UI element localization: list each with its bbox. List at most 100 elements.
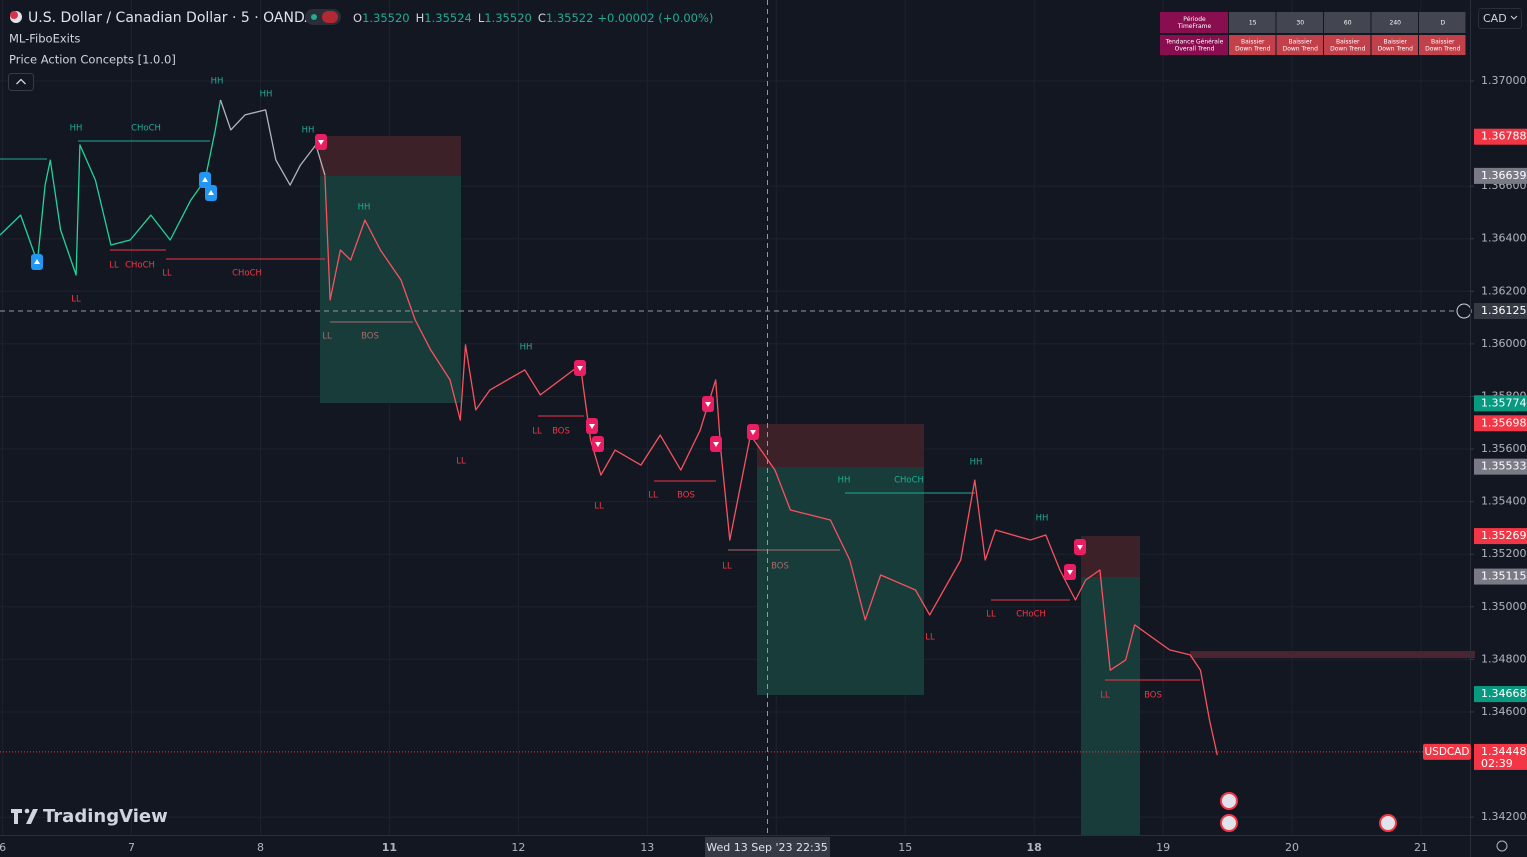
table-cell	[1229, 12, 1276, 33]
price-countdown: 02:39	[1481, 757, 1513, 770]
zone	[1081, 536, 1140, 577]
sell-marker-icon	[750, 430, 756, 435]
table-line: 240	[1390, 19, 1402, 26]
x-tick-label: 13	[640, 841, 654, 854]
structure-label: LL	[722, 562, 732, 572]
price-badge	[1474, 415, 1527, 432]
price-badge	[1474, 303, 1527, 320]
table-cell	[1371, 12, 1418, 33]
table-line: Baissier	[1431, 38, 1455, 45]
currency-button[interactable]	[1478, 8, 1522, 29]
table-text: Baissier Down Trend	[1283, 38, 1319, 52]
ohlc-key: C	[538, 11, 546, 25]
price-badge-label: 1.35698	[1481, 416, 1527, 429]
event-icon[interactable]	[1379, 814, 1397, 832]
y-tick-label: 1.35000	[1481, 600, 1527, 613]
table-text: 30	[1296, 19, 1304, 26]
event-icon[interactable]	[1220, 814, 1238, 832]
ohlc: O1.35520 H1.35524 L1.35520 C1.35522 +0.00002…	[353, 11, 713, 25]
table-cell	[1160, 12, 1228, 33]
structure-label: HH	[358, 203, 371, 213]
collapse-button[interactable]	[8, 73, 34, 91]
price-badge-label: 1.35115	[1481, 570, 1527, 583]
structure-label: BOS	[552, 427, 570, 437]
y-tick-label: 1.35400	[1481, 495, 1527, 508]
structure-label: LL	[648, 491, 658, 501]
table-cell	[1419, 12, 1466, 33]
y-tick-label: 1.36200	[1481, 284, 1527, 297]
y-tick-label: 1.34800	[1481, 652, 1527, 665]
price-badge-label: 1.35269	[1481, 529, 1527, 542]
structure-label: LL	[1100, 691, 1110, 701]
zone	[320, 136, 461, 176]
y-tick-label: 1.36400	[1481, 232, 1527, 245]
buy-marker-icon	[208, 190, 214, 195]
sell-marker-icon	[713, 442, 719, 447]
price-line	[219, 99, 326, 186]
header: U.S. Dollar / Canadian Dollar · 5 · OAND…	[8, 8, 1522, 852]
price-badge-label: 1.36125	[1481, 304, 1527, 317]
price-badge	[1474, 458, 1527, 475]
table-text: 60	[1344, 19, 1352, 26]
price-badge	[1474, 128, 1527, 145]
trend-table: Période TimeFrame 15 30 60 240 D Tendance Génér…	[1160, 12, 1466, 55]
ohlc-key: O	[353, 11, 362, 25]
status-dot	[311, 14, 317, 20]
logo-mark	[11, 809, 38, 824]
ohlc-change: +0.00002 (+0.00%)	[597, 11, 713, 25]
crosshair-plus[interactable]	[1456, 303, 1472, 319]
indicator-name[interactable]: ML-FiboExits	[9, 32, 80, 46]
logo-text: TradingView	[43, 806, 168, 827]
price-badge	[1474, 568, 1527, 585]
crosshair-time-bg	[705, 837, 830, 857]
zone	[1190, 651, 1475, 658]
y-tick-label: 1.34600	[1481, 705, 1527, 718]
table-cell	[1160, 35, 1228, 55]
price-badge	[1474, 395, 1527, 412]
settings-icon[interactable]	[1496, 840, 1508, 852]
symbol-badge	[1423, 743, 1471, 760]
table-line: TimeFrame	[1177, 23, 1212, 30]
table-line: Baissier	[1241, 38, 1265, 45]
ohlc-value: 1.35524	[424, 11, 472, 25]
structure-label: LL	[162, 269, 172, 279]
logo-dot	[24, 808, 30, 814]
price-badge-label: 1.35533	[1481, 460, 1527, 473]
crosshair-time: Wed 13 Sep '23 22:35	[706, 841, 827, 854]
structure-label: LL	[594, 502, 604, 512]
table-line: Down Trend	[1425, 45, 1461, 52]
sell-marker-icon	[705, 402, 711, 407]
x-tick-label: 20	[1285, 841, 1299, 854]
zone	[1081, 577, 1140, 835]
table-line: Down Trend	[1330, 45, 1366, 52]
zone	[757, 467, 924, 695]
structure-label: HH	[260, 90, 273, 100]
y-tick-label: 1.36000	[1481, 337, 1527, 350]
structure-label: CHoCH	[131, 124, 161, 134]
price-badge-label: 1.34668	[1481, 687, 1527, 700]
tradingview-logo[interactable]: TradingView	[11, 806, 168, 827]
y-tick-label: 1.35200	[1481, 547, 1527, 560]
structure-label: HH	[520, 343, 533, 353]
indicator-name[interactable]: Price Action Concepts [1.0.0]	[9, 53, 176, 67]
currency-label[interactable]: CAD	[1483, 12, 1507, 25]
structure-label: CHoCH	[125, 261, 155, 271]
symbol-title[interactable]: U.S. Dollar / Canadian Dollar · 5 · OAND…	[28, 10, 314, 26]
event-icon[interactable]	[1220, 792, 1238, 810]
ohlc-value: 1.35520	[484, 11, 532, 25]
structure-label: HH	[70, 124, 83, 134]
price-badge	[1474, 686, 1527, 703]
price-badge-label: 1.36639	[1481, 169, 1527, 182]
structure-label: HH	[211, 77, 224, 87]
x-tick-label: 8	[257, 841, 264, 854]
table-text: D	[1440, 19, 1445, 26]
ohlc-value: 1.35522	[546, 11, 594, 25]
status-closed	[322, 11, 338, 23]
x-tick-label: 12	[511, 841, 525, 854]
price-badge	[1474, 743, 1527, 770]
structure-label: CHoCH	[1016, 610, 1046, 620]
structure-label: LL	[109, 261, 119, 271]
table-text: Baissier Down Trend	[1378, 38, 1414, 52]
